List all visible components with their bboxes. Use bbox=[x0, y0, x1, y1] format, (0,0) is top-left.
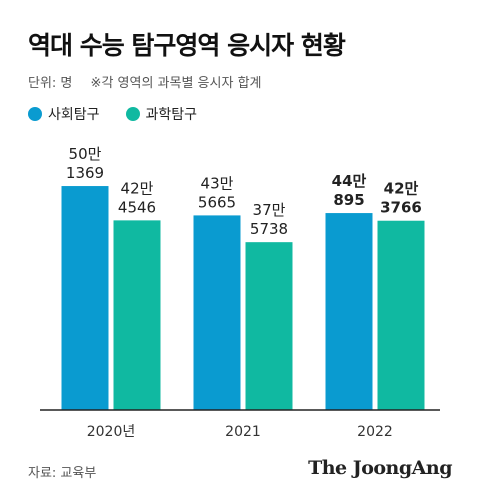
legend-item-social: 사회탐구 bbox=[28, 104, 100, 124]
bar-social-2 bbox=[325, 213, 373, 410]
data-label-social-2-1: 895 bbox=[333, 191, 364, 209]
legend-swatch-science bbox=[125, 107, 140, 121]
source-label: 자료: 교육부 bbox=[28, 466, 97, 481]
x-tick-label-2: 2022 bbox=[357, 424, 393, 440]
data-label-science-1-1: 5738 bbox=[250, 220, 288, 238]
legend-label-science: 과학탐구 bbox=[145, 107, 198, 123]
x-tick-label-1: 2021 bbox=[225, 424, 261, 440]
data-label-social-1-0: 43만 bbox=[201, 174, 234, 192]
data-label-science-0-1: 4546 bbox=[118, 198, 156, 216]
bar-social-1 bbox=[193, 215, 241, 410]
note-label: ※각 영역의 과목별 응시자 합계 bbox=[90, 76, 262, 91]
chart-title: 역대 수능 탐구영역 응시자 현황 bbox=[28, 31, 346, 60]
data-label-science-2-0: 42만 bbox=[384, 180, 419, 198]
legend-item-science: 과학탐구 bbox=[125, 104, 198, 124]
data-label-science-1-0: 37만 bbox=[253, 201, 286, 219]
legend-label-social: 사회탐구 bbox=[48, 107, 100, 123]
legend-swatch-social bbox=[28, 107, 42, 121]
x-tick-label-0: 2020년 bbox=[87, 424, 136, 440]
unit-row: 단위: 명 ※각 영역의 과목별 응시자 합계 bbox=[28, 72, 262, 91]
data-label-social-0-0: 50만 bbox=[69, 145, 102, 163]
publisher-logo: The JoongAng bbox=[308, 457, 452, 479]
unit-label: 단위: 명 bbox=[28, 76, 73, 91]
data-label-science-2-1: 3766 bbox=[380, 199, 422, 217]
bar-science-2 bbox=[377, 220, 425, 410]
data-label-social-0-1: 1369 bbox=[66, 164, 104, 182]
data-label-social-2-0: 44만 bbox=[332, 172, 367, 190]
bar-science-1 bbox=[245, 242, 293, 410]
legend: 사회탐구 과학탐구 bbox=[28, 104, 197, 124]
bar-science-0 bbox=[113, 220, 161, 410]
data-label-science-0-0: 42만 bbox=[121, 179, 154, 197]
bar-social-0 bbox=[61, 186, 109, 410]
data-label-social-1-1: 5665 bbox=[198, 193, 236, 211]
